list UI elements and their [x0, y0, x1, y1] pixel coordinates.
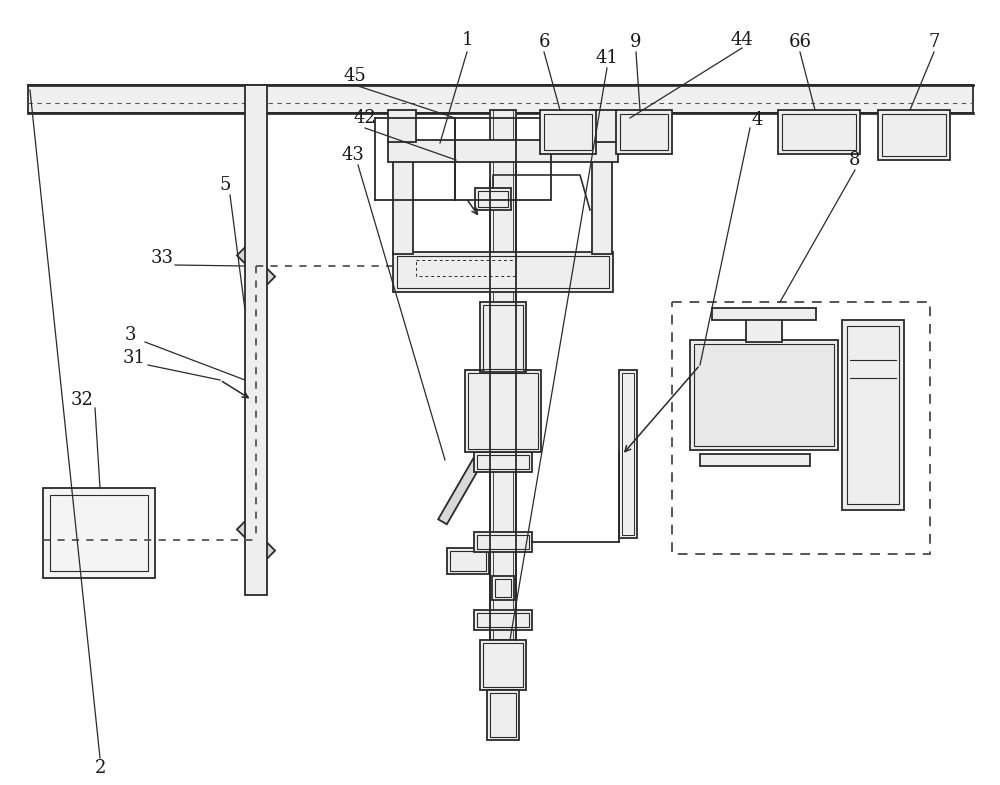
Bar: [245, 85, 267, 595]
Bar: [589, 110, 617, 142]
Bar: [592, 160, 612, 254]
Text: 3: 3: [124, 326, 136, 344]
Bar: [616, 110, 672, 154]
Bar: [492, 576, 514, 600]
Bar: [465, 370, 541, 452]
Bar: [416, 260, 516, 276]
Text: 42: 42: [354, 109, 376, 127]
Bar: [455, 118, 551, 200]
Bar: [393, 160, 413, 254]
Bar: [487, 690, 519, 740]
Bar: [882, 114, 946, 156]
Text: 41: 41: [596, 49, 618, 67]
Bar: [540, 110, 596, 154]
Text: 9: 9: [630, 33, 642, 51]
Bar: [474, 452, 532, 472]
Bar: [493, 110, 513, 640]
Bar: [847, 326, 899, 504]
Bar: [782, 114, 856, 150]
Text: 44: 44: [731, 31, 753, 49]
Text: 45: 45: [344, 67, 366, 85]
Text: 31: 31: [122, 349, 146, 367]
Bar: [672, 302, 930, 554]
Bar: [237, 247, 275, 285]
Text: 33: 33: [150, 249, 174, 267]
Bar: [393, 252, 613, 292]
Bar: [694, 344, 834, 446]
Bar: [43, 488, 155, 578]
Bar: [468, 373, 538, 449]
Bar: [480, 302, 526, 372]
Bar: [490, 693, 516, 737]
Bar: [878, 110, 950, 160]
Text: 32: 32: [71, 391, 93, 409]
Text: 43: 43: [342, 146, 364, 164]
Text: 8: 8: [849, 151, 861, 169]
Bar: [544, 114, 592, 150]
Bar: [447, 548, 489, 574]
Bar: [778, 110, 860, 154]
Bar: [475, 188, 511, 210]
Text: 66: 66: [788, 33, 812, 51]
Bar: [477, 535, 529, 549]
Bar: [397, 256, 609, 288]
Bar: [474, 610, 532, 630]
Bar: [483, 305, 523, 369]
Bar: [438, 451, 486, 524]
Bar: [495, 579, 511, 597]
Bar: [619, 370, 637, 538]
Bar: [490, 110, 516, 640]
Text: 2: 2: [94, 759, 106, 777]
Bar: [746, 318, 782, 342]
Text: 7: 7: [928, 33, 940, 51]
Bar: [620, 114, 668, 150]
Text: 1: 1: [461, 31, 473, 49]
Bar: [388, 140, 618, 162]
Bar: [477, 613, 529, 627]
Bar: [700, 454, 810, 466]
Bar: [478, 191, 508, 207]
Bar: [28, 85, 973, 113]
Text: 5: 5: [219, 176, 231, 194]
Bar: [237, 521, 275, 559]
Bar: [622, 373, 634, 535]
Bar: [712, 308, 816, 320]
Bar: [480, 640, 526, 690]
Bar: [842, 320, 904, 510]
Text: 6: 6: [538, 33, 550, 51]
Bar: [690, 340, 838, 450]
Bar: [483, 643, 523, 687]
Bar: [388, 110, 416, 142]
Text: 4: 4: [751, 111, 763, 129]
Bar: [477, 455, 529, 469]
Bar: [474, 532, 532, 552]
Bar: [450, 551, 486, 571]
Bar: [50, 495, 148, 571]
